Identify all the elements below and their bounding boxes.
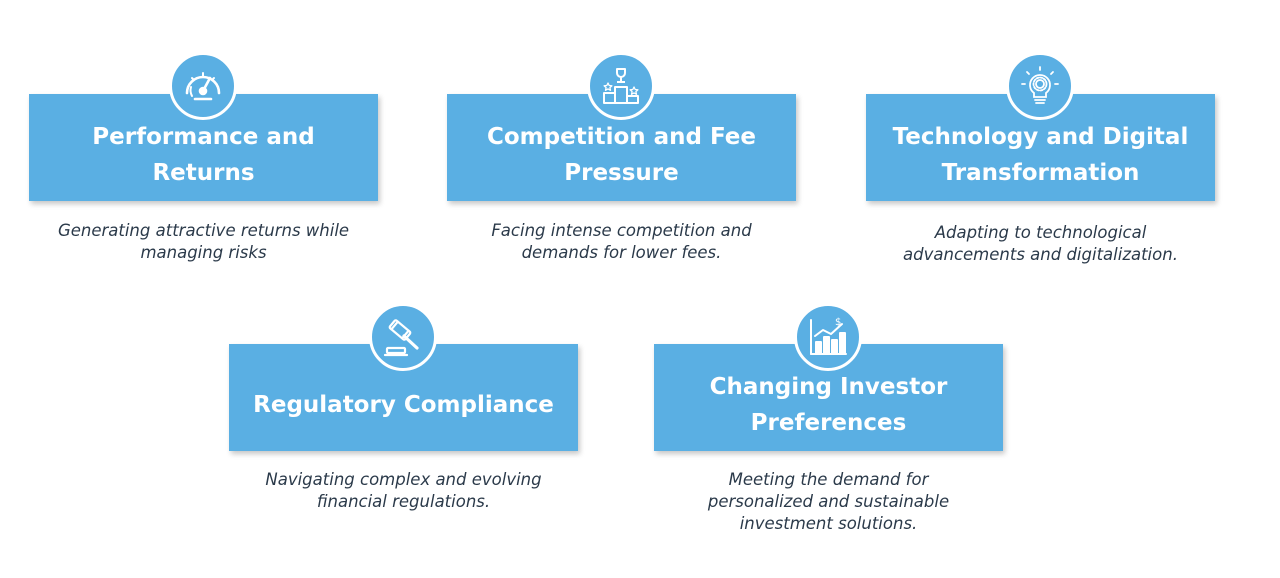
card-title: Changing Investor Preferences [709, 373, 948, 436]
svg-text:$: $ [835, 317, 841, 328]
card-description: Generating attractive returns while mana… [57, 221, 350, 262]
card-title: Regulatory Compliance [253, 391, 554, 418]
speedometer-icon [169, 52, 237, 120]
card-title: Competition and Fee Pressure [487, 123, 756, 186]
card-title: Technology and Digital Transformation [892, 123, 1189, 186]
card-description: Adapting to technological advancements a… [903, 223, 1178, 264]
gavel-icon [369, 303, 437, 371]
card-box-investor: Changing Investor Preferences [654, 344, 1003, 451]
card-description: Navigating complex and evolving financia… [265, 470, 542, 511]
lightbulb-gear-icon [1006, 52, 1074, 120]
podium-trophy-icon [587, 52, 655, 120]
bar-chart-dollar-icon: $ [794, 303, 862, 371]
card-title: Performance and Returns [92, 123, 315, 186]
card-description: Facing intense competition and demands f… [491, 221, 752, 262]
card-description: Meeting the demand for personalized and … [707, 470, 950, 533]
